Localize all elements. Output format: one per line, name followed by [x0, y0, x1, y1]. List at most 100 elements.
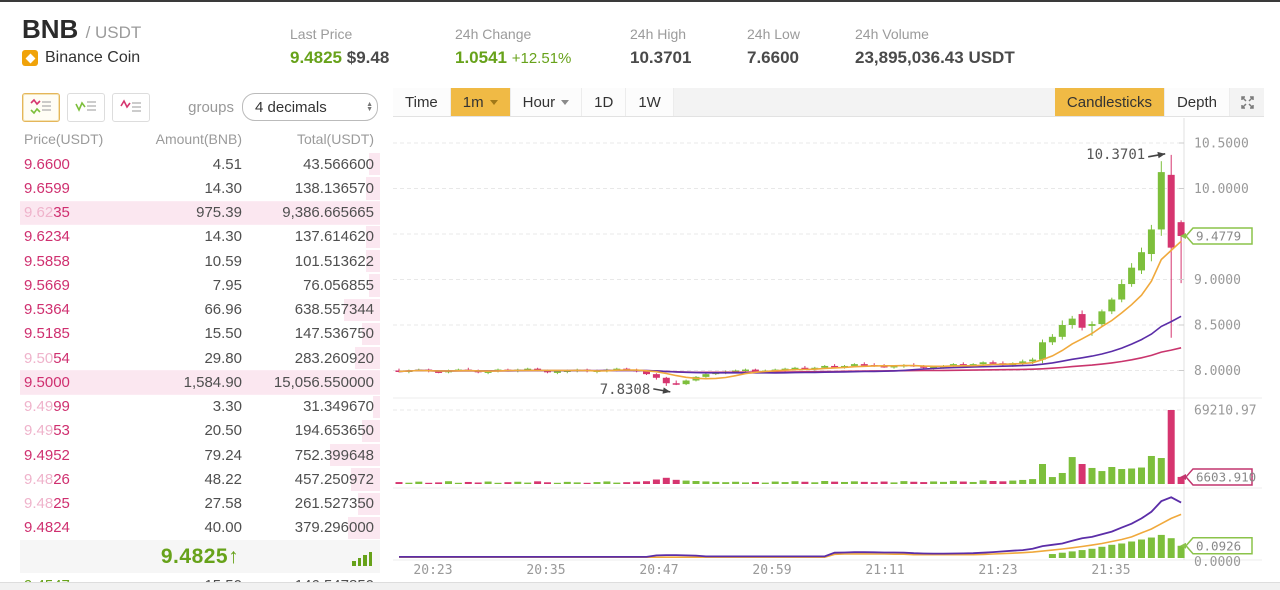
select-stepper-icon: ▲ ▼ — [366, 101, 373, 113]
order-book-ask-row[interactable]: 9.5364 66.96 638.557344 — [20, 298, 380, 322]
svg-text:20:59: 20:59 — [752, 563, 791, 578]
depth-bar — [365, 250, 380, 273]
order-book-ask-row[interactable]: 9.5000 1,584.90 15,056.550000 — [20, 370, 380, 395]
ask-total: 31.349670 — [303, 398, 374, 416]
col-total: Total(USDT) — [296, 131, 374, 147]
depth-button[interactable]: Depth — [1164, 88, 1230, 116]
symbol-block: BNB / USDT Binance Coin — [22, 14, 141, 67]
order-book-ask-row[interactable]: 9.5858 10.59 101.513622 — [20, 249, 380, 273]
chart-toolbar: Time 1m Hour 1D 1W Candlesticks Depth — [393, 88, 1264, 117]
fullscreen-button[interactable] — [1230, 88, 1264, 116]
order-book-ask-row[interactable]: 9.4953 20.50 194.653650 — [20, 419, 380, 443]
interval-button-hour[interactable]: Hour — [510, 88, 583, 116]
col-amount: Amount(BNB) — [155, 131, 242, 147]
stat-24h-volume: 24h Volume 23,895,036.43 USDT — [855, 26, 1015, 67]
candlestick-chart[interactable]: 10.5000 10.0000 9.0000 8.5000 8.0000 69210.97… — [393, 118, 1262, 582]
svg-text:21:11: 21:11 — [865, 563, 904, 578]
ask-total: 457.250972 — [294, 470, 374, 488]
order-book-view-bids-button[interactable] — [67, 92, 105, 122]
chevron-down-icon — [489, 99, 498, 105]
interval-button-1d[interactable]: 1D — [582, 88, 627, 116]
ask-price: 9.6234 — [24, 228, 70, 246]
svg-text:21:23: 21:23 — [978, 563, 1017, 578]
order-book-ask-row[interactable]: 9.4952 79.24 752.399648 — [20, 443, 380, 467]
svg-text:8.0000: 8.0000 — [1194, 364, 1241, 379]
ask-amount: 4.51 — [212, 155, 242, 173]
groups-label: groups — [188, 98, 234, 116]
order-book-ask-row[interactable]: 9.4826 48.22 457.250972 — [20, 467, 380, 491]
ask-price: 9.4999 — [24, 398, 70, 416]
quote-symbol: / USDT — [85, 23, 142, 42]
ask-amount: 7.95 — [212, 276, 242, 294]
order-book-ask-row[interactable]: 9.5054 29.80 283.260920 — [20, 346, 380, 370]
depth-bar — [347, 516, 380, 539]
ask-total: 9,386.665665 — [282, 204, 374, 222]
svg-text:21:35: 21:35 — [1091, 563, 1130, 578]
order-book-ask-row[interactable]: 9.4825 27.58 261.527350 — [20, 492, 380, 516]
order-book-ask-row[interactable]: 9.6600 4.51 43.566600 — [20, 152, 380, 176]
last-price-value: 9.4825↑ — [160, 544, 240, 568]
ask-amount: 20.50 — [204, 422, 242, 440]
ask-price: 9.5185 — [24, 325, 70, 343]
ask-price: 9.5858 — [24, 252, 70, 270]
ask-price: 9.4824 — [24, 519, 70, 537]
order-book-ask-row[interactable]: 9.6235 975.39 9,386.665665 — [20, 200, 380, 225]
order-book-ask-row[interactable]: 9.6599 14.30 138.136570 — [20, 176, 380, 200]
interval-button-1m[interactable]: 1m — [450, 88, 511, 116]
interval-button-1w[interactable]: 1W — [626, 88, 674, 116]
order-book-ask-row[interactable]: 9.5669 7.95 76.056855 — [20, 273, 380, 297]
order-book-view-asks-button[interactable] — [112, 92, 150, 122]
depth-bar — [362, 419, 380, 442]
order-book-bid-row[interactable]: 9.4547 15.50 146.547850 — [20, 573, 380, 582]
candlesticks-button[interactable]: Candlesticks — [1054, 88, 1165, 116]
depth-bar — [351, 468, 380, 491]
bid-amount: 15.50 — [128, 577, 242, 582]
window-top-border — [0, 0, 1280, 2]
chart-panel: Time 1m Hour 1D 1W Candlesticks Depth 10.5000… — [393, 88, 1264, 582]
ask-total: 101.513622 — [294, 252, 374, 270]
base-symbol: BNB — [22, 14, 79, 44]
svg-text:7.8308: 7.8308 — [600, 382, 651, 398]
stat-24h-low: 24h Low 7.6600 — [747, 26, 800, 67]
pair-title: BNB / USDT — [22, 14, 141, 45]
interval-button-time[interactable]: Time — [393, 88, 451, 116]
svg-text:0.0000: 0.0000 — [1194, 555, 1241, 570]
ask-total: 147.536750 — [294, 325, 374, 343]
ask-amount: 40.00 — [204, 519, 242, 537]
svg-text:9.0000: 9.0000 — [1194, 273, 1241, 288]
interval-buttons: Time 1m Hour 1D 1W — [393, 88, 674, 116]
svg-text:6603.910: 6603.910 — [1196, 469, 1256, 484]
order-book-ask-row[interactable]: 9.4999 3.30 31.349670 — [20, 395, 380, 419]
bid-price: 9.4547 — [24, 577, 128, 582]
ask-amount: 1,584.90 — [183, 373, 242, 391]
ask-total: 138.136570 — [294, 179, 374, 197]
ask-price: 9.5669 — [24, 276, 70, 294]
depth-bar — [344, 298, 380, 321]
ask-amount: 14.30 — [204, 228, 242, 246]
depth-bar — [365, 177, 380, 200]
depth-bars-icon[interactable] — [352, 552, 372, 566]
depth-bar — [20, 371, 380, 394]
depth-bar — [362, 322, 380, 345]
ask-price: 9.4952 — [24, 446, 70, 464]
order-book-ask-row[interactable]: 9.4824 40.00 379.296000 — [20, 516, 380, 540]
order-book-view-both-button[interactable] — [22, 92, 60, 122]
order-book-ask-row[interactable]: 9.6234 14.30 137.614620 — [20, 225, 380, 249]
depth-bar — [354, 347, 380, 370]
fullscreen-icon — [1240, 95, 1254, 109]
ask-total: 379.296000 — [294, 519, 374, 537]
svg-text:0.0926: 0.0926 — [1196, 538, 1241, 553]
ask-amount: 3.30 — [212, 398, 242, 416]
ask-amount: 29.80 — [204, 349, 242, 367]
depth-bar — [369, 153, 380, 176]
ask-total: 194.653650 — [294, 422, 374, 440]
ask-price: 9.4826 — [24, 470, 70, 488]
ask-price: 9.6599 — [24, 179, 70, 197]
order-book-ask-row[interactable]: 9.5185 15.50 147.536750 — [20, 322, 380, 346]
ask-amount: 15.50 — [204, 325, 242, 343]
chart-mode-buttons: Candlesticks Depth — [1054, 88, 1264, 116]
ask-total: 752.399648 — [294, 446, 374, 464]
decimals-select[interactable]: 4 decimals ▲ ▼ — [242, 93, 378, 121]
ask-total: 638.557344 — [294, 301, 374, 319]
svg-text:20:47: 20:47 — [639, 563, 678, 578]
